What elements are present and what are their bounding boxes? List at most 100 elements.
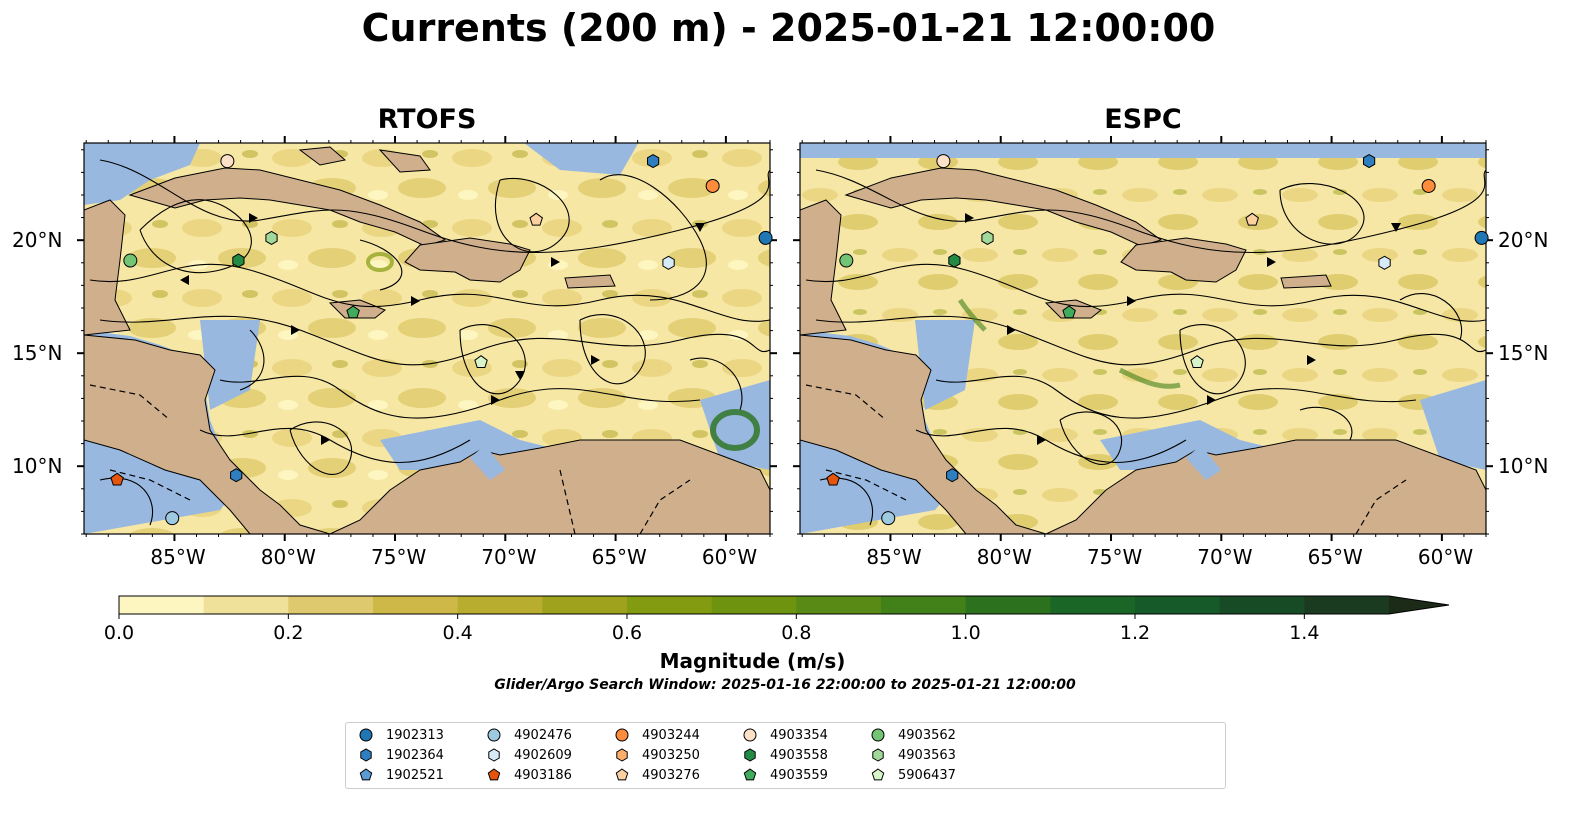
legend-marker [871,768,885,781]
float-marker-4903186 [826,472,840,486]
colorbar-segment [203,596,289,614]
colorbar-segment [288,596,374,614]
legend-item: 4903186 [486,766,572,784]
panel-title-espc: ESPC [1104,104,1182,135]
legend-item: 4903558 [742,746,828,764]
legend-label: 1902364 [386,747,444,763]
colorbar-segment [965,596,1051,614]
colorbar-segment [1304,596,1390,614]
legend-label: 1902521 [386,767,444,783]
lon-tick-label: 65°W [1307,545,1363,569]
colorbar-tick-label: 0.0 [103,622,135,644]
legend-marker-circle [743,728,757,742]
legend-item: 4903559 [742,766,828,784]
legend-item: 1902364 [358,746,444,764]
float-marker-4903559 [1062,305,1076,319]
colorbar-segment [119,596,205,614]
legend-item: 4903562 [870,726,956,744]
float-marker-4903244 [1421,178,1436,193]
lon-tick-label: 85°W [150,545,206,569]
float-markers [110,154,1489,526]
legend-marker-hexagon [744,748,756,762]
legend-item: 4903563 [870,746,956,764]
float-marker-4903186 [110,472,124,486]
float-marker-4903562 [839,253,854,268]
float-marker-4902609 [662,255,675,270]
legend-label: 1902313 [386,727,444,743]
legend-marker-pentagon [615,768,629,781]
legend-label: 5906437 [898,767,956,783]
lat-tick-label: 20°N [12,228,63,253]
float-marker-4903563 [265,230,278,245]
legend-marker [360,748,372,762]
legend-item: 1902521 [358,766,444,784]
float-marker-1902364 [647,154,660,169]
colorbar [118,595,1450,619]
legend-marker-circle [871,728,885,742]
legend-marker [487,728,501,742]
lon-tick-label: 65°W [591,545,647,569]
legend-label: 4903559 [770,767,828,783]
legend-label: 4903244 [642,727,700,743]
legend-item: 4903244 [614,726,700,744]
legend-item: 4903354 [742,726,828,744]
lat-tick-label: 15°N [12,341,63,366]
legend-marker [488,748,500,762]
legend-marker-circle [487,728,501,742]
float-marker-4903558 [232,253,245,268]
lon-tick-label: 70°W [1197,545,1253,569]
legend-marker [359,728,373,742]
legend-marker-circle [359,728,373,742]
legend-marker-hexagon [488,748,500,762]
colorbar-segment [1219,596,1305,614]
legend-marker-pentagon [871,768,885,781]
legend-label: 4903276 [642,767,700,783]
float-marker-4903558 [948,253,961,268]
lon-tick-label: 75°W [371,545,427,569]
legend-marker [743,728,757,742]
float-marker-1902364 [1363,154,1376,169]
colorbar-segment [711,596,797,614]
legend-label: 4903563 [898,747,956,763]
float-marker-4902609 [1378,255,1391,270]
axis-ticks [77,136,1493,541]
float-marker-4903563 [981,230,994,245]
legend-marker [359,768,373,781]
legend-marker-hexagon [360,748,372,762]
legend-marker [872,748,884,762]
map-panel-rtofs [84,143,770,534]
legend-marker [743,768,757,781]
float-marker-4902476 [165,511,180,526]
colorbar-outline [118,595,1450,615]
float-marker-4903562 [123,253,138,268]
lat-tick-label: 20°N [1498,228,1549,253]
lon-tick-label: 60°W [701,545,758,569]
float-marker-4903354 [936,154,951,169]
legend-marker-circle [615,728,629,742]
float-marker-1902364 [946,468,959,483]
lat-tick-label: 10°N [12,454,63,479]
legend-item: 4902609 [486,746,572,764]
float-marker-4903276 [1245,212,1259,226]
map-panel-espc [800,143,1486,534]
search-window-note: Glider/Argo Search Window: 2025-01-16 22… [494,677,1076,693]
legend-marker [616,748,628,762]
legend-marker-pentagon [743,768,757,781]
lon-tick-label: 70°W [481,545,537,569]
legend-marker [615,728,629,742]
legend-marker-pentagon [487,768,501,781]
colorbar-tick-label: 0.8 [781,622,812,644]
legend-item: 4902476 [486,726,572,744]
lon-tick-label: 75°W [1087,545,1143,569]
legend-marker-pentagon [359,768,373,781]
panel-frame-rtofs [83,142,771,535]
colorbar-segment [1050,596,1136,614]
float-marker-4903559 [346,305,360,319]
colorbar-tick-label: 0.4 [442,622,473,644]
float-marker-4903354 [220,154,235,169]
float-marker-4903244 [705,178,720,193]
panel-title-rtofs: RTOFS [377,104,477,135]
float-legend: 1902313 1902364 1902521 4902476 4902609 49031… [345,722,1226,789]
float-marker-5906437 [1190,355,1204,368]
lat-tick-label: 10°N [1498,454,1549,479]
